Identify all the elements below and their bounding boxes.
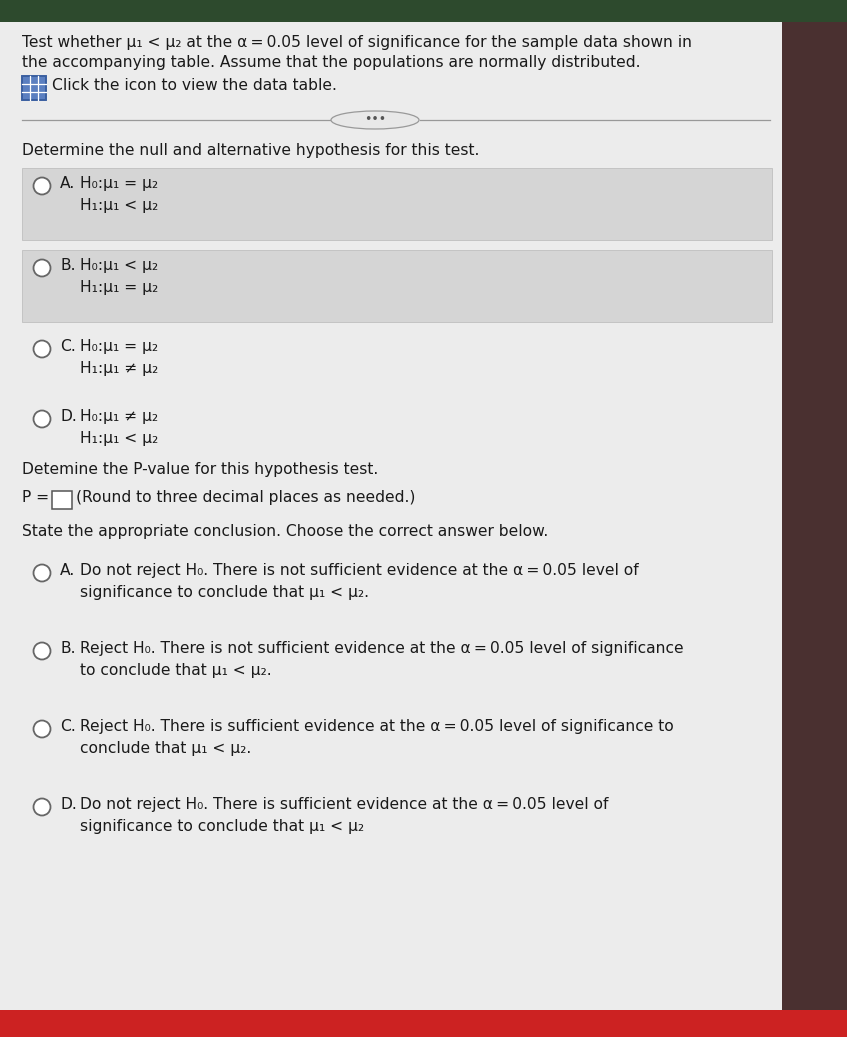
FancyBboxPatch shape	[0, 1010, 847, 1037]
FancyBboxPatch shape	[0, 0, 847, 22]
Text: to conclude that μ₁ < μ₂.: to conclude that μ₁ < μ₂.	[80, 663, 272, 678]
FancyBboxPatch shape	[22, 76, 46, 100]
Text: H₀:μ₁ = μ₂: H₀:μ₁ = μ₂	[80, 176, 158, 191]
FancyBboxPatch shape	[22, 250, 772, 323]
Text: Test whether μ₁ < μ₂ at the α = 0.05 level of significance for the sample data s: Test whether μ₁ < μ₂ at the α = 0.05 lev…	[22, 35, 692, 50]
Circle shape	[34, 564, 51, 582]
Text: H₀:μ₁ < μ₂: H₀:μ₁ < μ₂	[80, 258, 158, 273]
Text: Reject H₀. There is not sufficient evidence at the α = 0.05 level of significanc: Reject H₀. There is not sufficient evide…	[80, 641, 684, 656]
FancyBboxPatch shape	[22, 168, 772, 240]
Ellipse shape	[331, 111, 419, 129]
FancyBboxPatch shape	[0, 22, 782, 1022]
Text: H₁:μ₁ ≠ μ₂: H₁:μ₁ ≠ μ₂	[80, 361, 158, 376]
FancyBboxPatch shape	[52, 491, 72, 509]
Circle shape	[34, 798, 51, 815]
Text: H₁:μ₁ < μ₂: H₁:μ₁ < μ₂	[80, 198, 158, 213]
Text: P =: P =	[22, 491, 49, 505]
Text: State the appropriate conclusion. Choose the correct answer below.: State the appropriate conclusion. Choose…	[22, 524, 548, 539]
Circle shape	[34, 340, 51, 358]
Circle shape	[34, 643, 51, 660]
Text: B.: B.	[60, 258, 75, 273]
Text: H₀:μ₁ ≠ μ₂: H₀:μ₁ ≠ μ₂	[80, 409, 158, 424]
Text: (Round to three decimal places as needed.): (Round to three decimal places as needed…	[76, 491, 415, 505]
Text: conclude that μ₁ < μ₂.: conclude that μ₁ < μ₂.	[80, 741, 252, 756]
Text: Do not reject H₀. There is not sufficient evidence at the α = 0.05 level of: Do not reject H₀. There is not sufficien…	[80, 563, 639, 578]
Text: D.: D.	[60, 409, 77, 424]
Text: significance to conclude that μ₁ < μ₂.: significance to conclude that μ₁ < μ₂.	[80, 585, 369, 600]
FancyBboxPatch shape	[782, 22, 847, 1022]
Text: H₁:μ₁ < μ₂: H₁:μ₁ < μ₂	[80, 431, 158, 446]
Text: •••: •••	[364, 113, 386, 127]
Text: C.: C.	[60, 719, 75, 734]
Text: C.: C.	[60, 339, 75, 354]
Text: B.: B.	[60, 641, 75, 656]
Text: significance to conclude that μ₁ < μ₂: significance to conclude that μ₁ < μ₂	[80, 819, 364, 834]
Text: H₁:μ₁ = μ₂: H₁:μ₁ = μ₂	[80, 280, 158, 295]
Text: D.: D.	[60, 797, 77, 812]
Circle shape	[34, 411, 51, 427]
Text: Determine the null and alternative hypothesis for this test.: Determine the null and alternative hypot…	[22, 143, 479, 158]
Text: the accompanying table. Assume that the populations are normally distributed.: the accompanying table. Assume that the …	[22, 55, 640, 71]
Circle shape	[34, 177, 51, 195]
Text: H₀:μ₁ = μ₂: H₀:μ₁ = μ₂	[80, 339, 158, 354]
Circle shape	[34, 259, 51, 277]
Text: Click the icon to view the data table.: Click the icon to view the data table.	[52, 78, 337, 93]
Text: Do not reject H₀. There is sufficient evidence at the α = 0.05 level of: Do not reject H₀. There is sufficient ev…	[80, 797, 608, 812]
Text: A.: A.	[60, 176, 75, 191]
Text: A.: A.	[60, 563, 75, 578]
Text: Reject H₀. There is sufficient evidence at the α = 0.05 level of significance to: Reject H₀. There is sufficient evidence …	[80, 719, 673, 734]
Circle shape	[34, 721, 51, 737]
Text: Detemine the P-value for this hypothesis test.: Detemine the P-value for this hypothesis…	[22, 463, 379, 477]
